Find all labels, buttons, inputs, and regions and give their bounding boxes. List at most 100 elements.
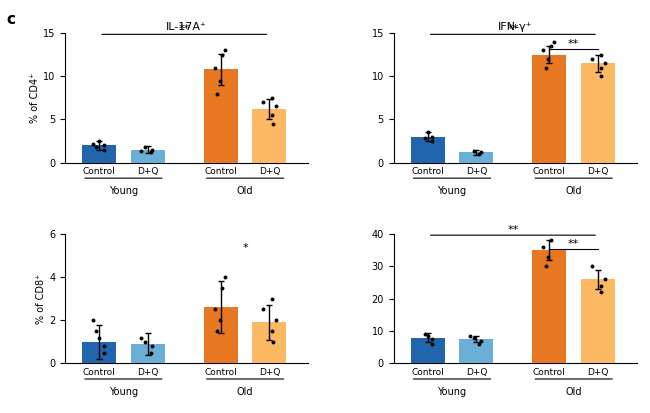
Bar — [82, 145, 116, 163]
Point — [419, 331, 430, 337]
Point — [538, 47, 549, 54]
Point — [140, 144, 151, 150]
Point — [268, 339, 278, 345]
Point — [217, 285, 228, 291]
Point — [545, 43, 556, 49]
Point — [98, 142, 109, 149]
Point — [599, 60, 610, 66]
Point — [268, 121, 278, 127]
Point — [267, 95, 278, 101]
Point — [98, 349, 109, 356]
Point — [596, 289, 606, 295]
Point — [87, 140, 98, 147]
Point — [540, 64, 551, 71]
Title: IFN-γ⁺: IFN-γ⁺ — [498, 22, 532, 32]
Bar — [460, 339, 493, 363]
Point — [596, 73, 606, 80]
Point — [209, 306, 220, 313]
Point — [94, 334, 105, 341]
Point — [270, 317, 281, 323]
Bar — [252, 109, 287, 163]
Point — [469, 334, 479, 341]
Bar — [203, 69, 238, 163]
Point — [91, 328, 101, 335]
Point — [98, 343, 109, 349]
Point — [422, 332, 433, 339]
Point — [422, 129, 433, 136]
Point — [586, 263, 597, 270]
Bar — [411, 137, 445, 163]
Point — [465, 332, 475, 339]
Text: **: ** — [507, 225, 519, 235]
Point — [267, 112, 278, 119]
Text: Young: Young — [437, 387, 467, 397]
Text: **: ** — [179, 24, 190, 34]
Point — [91, 144, 101, 150]
Bar — [411, 337, 445, 363]
Point — [549, 38, 559, 45]
Point — [419, 135, 430, 142]
Text: Young: Young — [109, 387, 138, 397]
Point — [595, 64, 606, 71]
Point — [258, 306, 268, 313]
Text: c: c — [6, 12, 16, 27]
Point — [545, 237, 556, 244]
Point — [538, 244, 549, 250]
Point — [427, 336, 437, 342]
Point — [586, 56, 597, 62]
Bar — [131, 344, 165, 363]
Bar — [532, 55, 566, 163]
Point — [146, 149, 156, 156]
Bar — [460, 152, 493, 163]
Point — [94, 138, 105, 144]
Text: Young: Young — [109, 186, 138, 196]
Point — [476, 149, 486, 156]
Text: *: * — [242, 243, 248, 253]
Point — [214, 317, 225, 323]
Bar — [203, 307, 238, 363]
Point — [427, 341, 437, 347]
Y-axis label: % of CD8⁺: % of CD8⁺ — [36, 273, 46, 324]
Point — [476, 337, 486, 344]
Point — [212, 90, 222, 97]
Bar — [252, 323, 287, 363]
Point — [214, 77, 225, 84]
Point — [217, 51, 228, 58]
Point — [427, 133, 437, 140]
Text: Young: Young — [437, 186, 467, 196]
Point — [220, 274, 230, 280]
Point — [136, 148, 146, 155]
Text: Old: Old — [566, 186, 582, 196]
Point — [270, 103, 281, 110]
Point — [209, 64, 220, 71]
Y-axis label: % of CD4⁺: % of CD4⁺ — [30, 73, 40, 123]
Point — [87, 317, 98, 323]
Text: **: ** — [568, 38, 579, 49]
Point — [474, 151, 484, 157]
Bar — [581, 279, 615, 363]
Point — [427, 138, 437, 144]
Bar — [581, 63, 615, 163]
Point — [147, 146, 157, 153]
Bar — [532, 250, 566, 363]
Text: **: ** — [507, 24, 519, 34]
Point — [140, 339, 151, 345]
Point — [146, 349, 156, 356]
Point — [267, 295, 278, 302]
Point — [540, 263, 551, 270]
Point — [258, 99, 268, 105]
Point — [147, 343, 157, 349]
Text: **: ** — [568, 240, 579, 249]
Bar — [131, 150, 165, 163]
Point — [220, 47, 230, 54]
Text: Old: Old — [237, 387, 254, 397]
Point — [267, 328, 278, 335]
Point — [98, 146, 109, 153]
Point — [595, 51, 606, 58]
Point — [136, 334, 146, 341]
Point — [469, 147, 479, 154]
Point — [543, 56, 554, 62]
Point — [595, 282, 606, 289]
Point — [212, 328, 222, 335]
Text: Old: Old — [566, 387, 582, 397]
